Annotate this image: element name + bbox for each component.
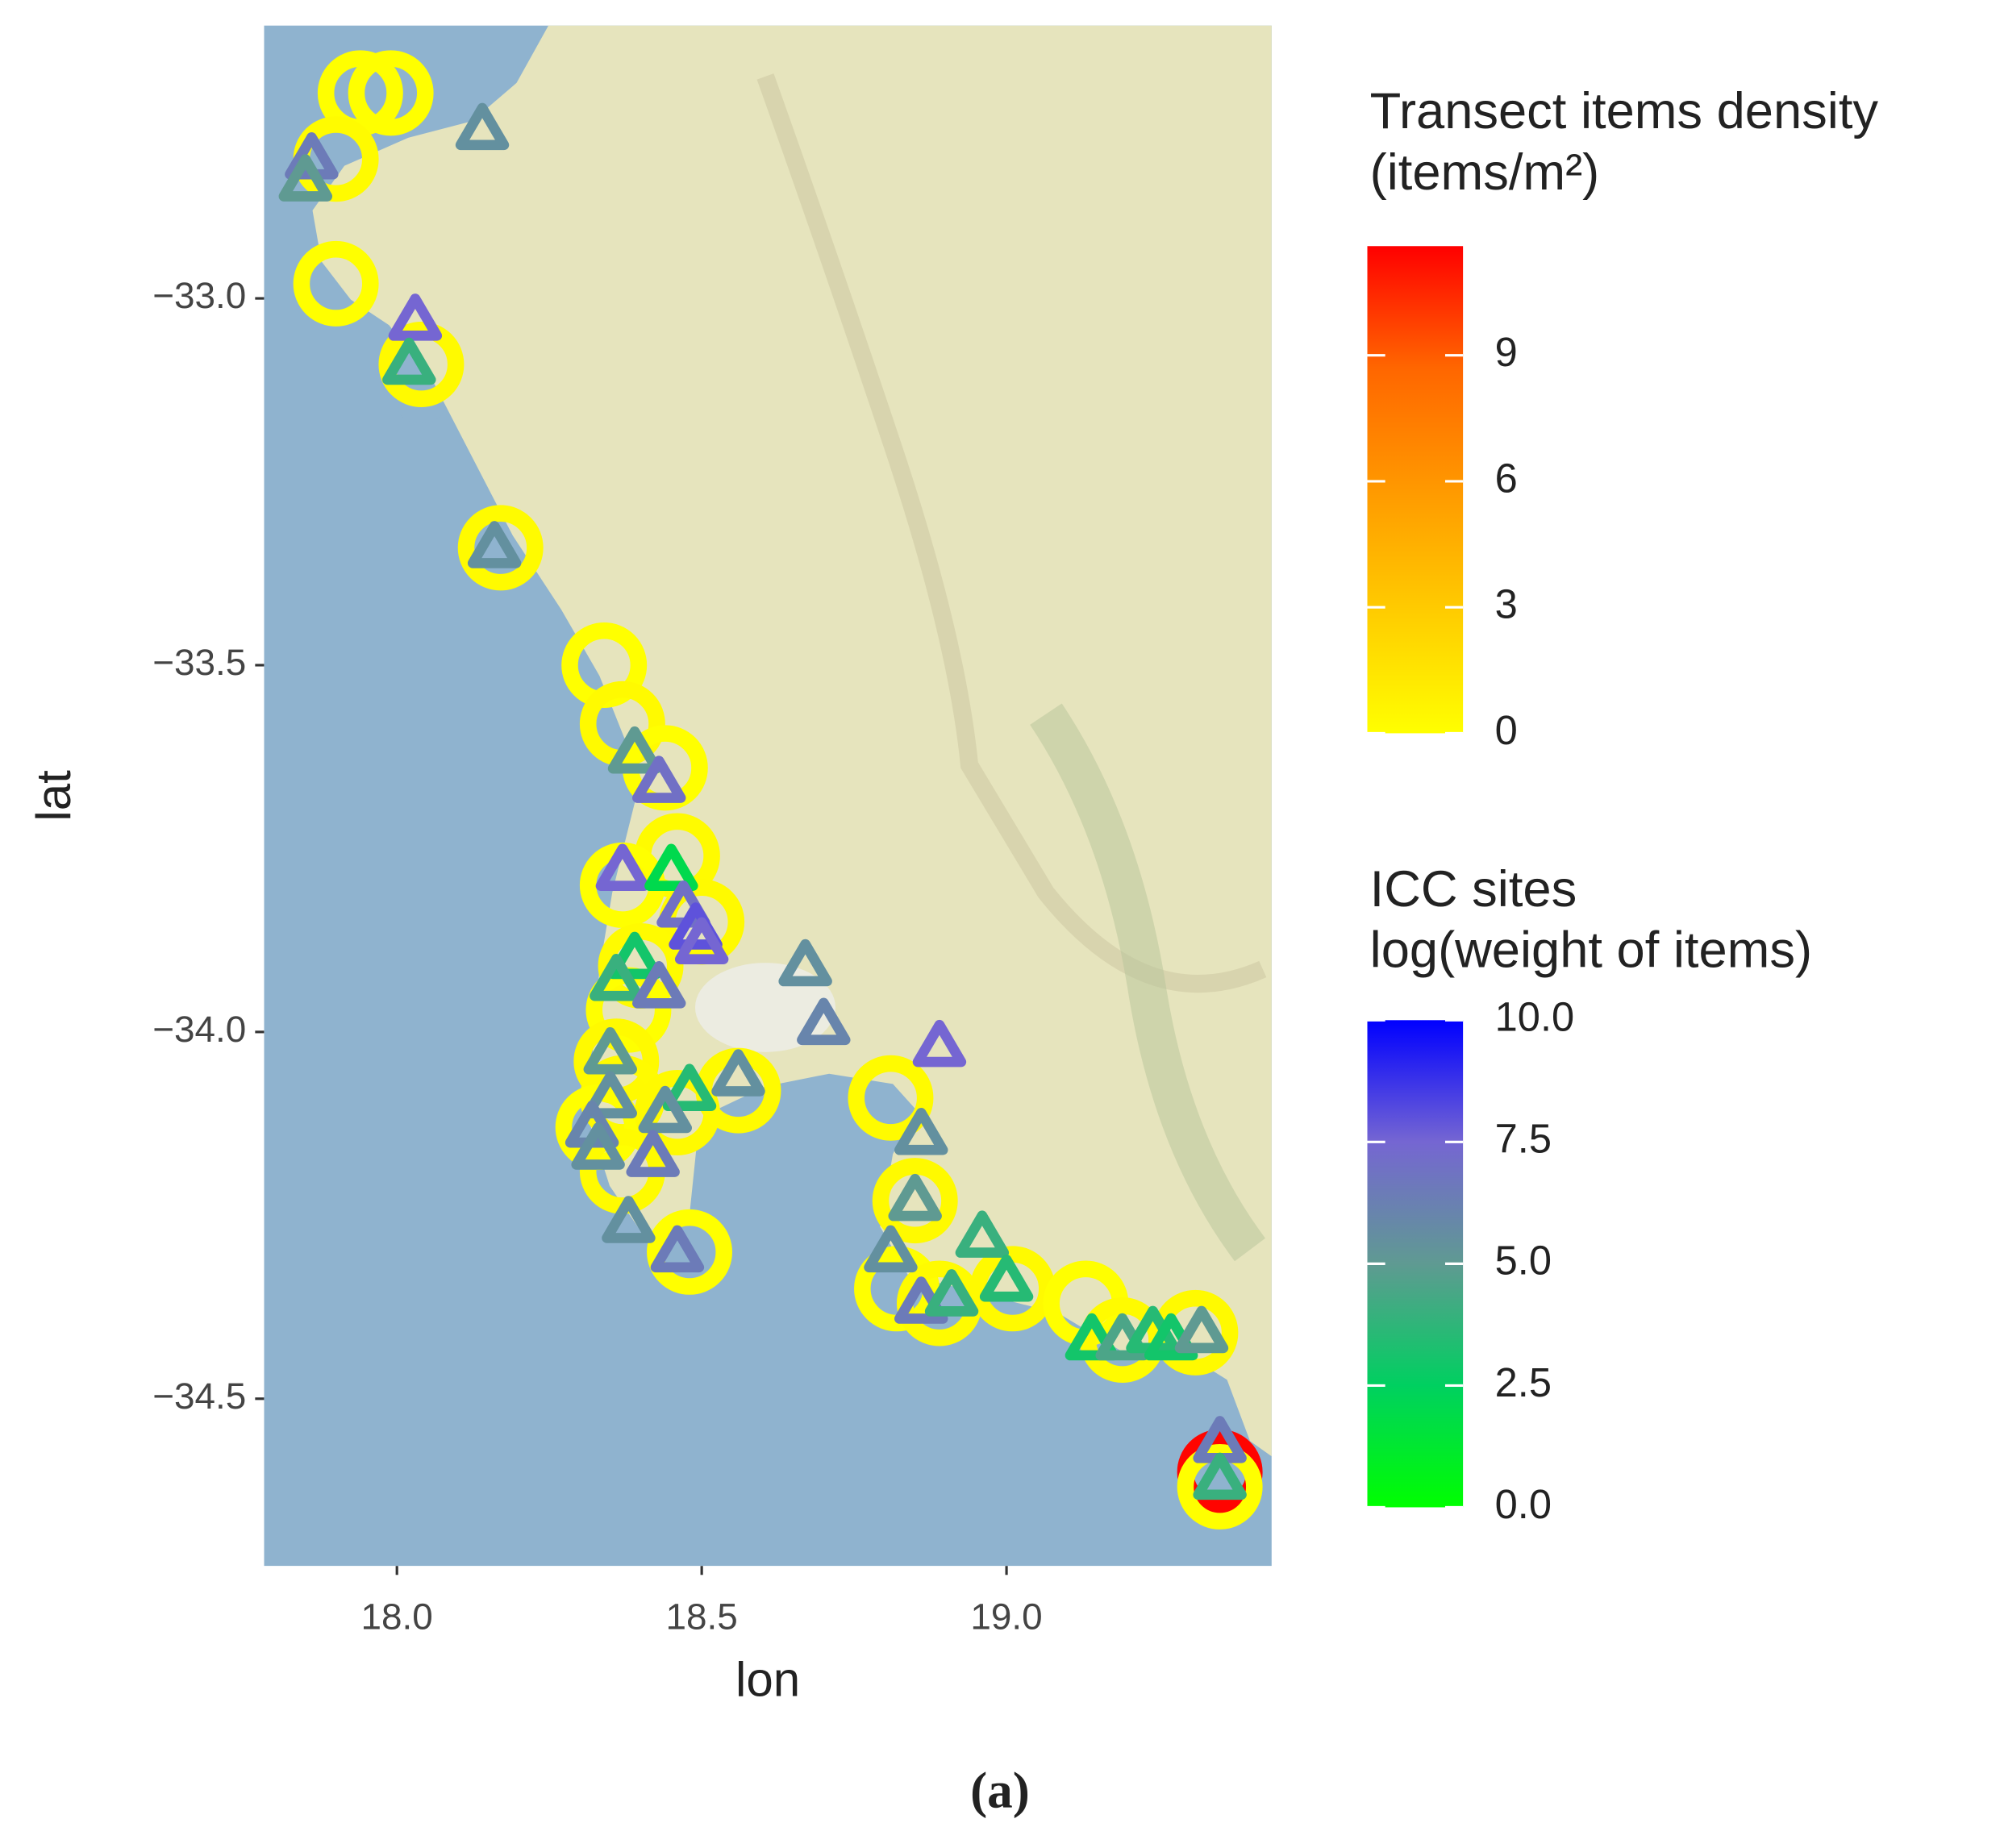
icc-triangle: [467, 521, 522, 568]
icc-triangle: [894, 1108, 948, 1155]
colorbar-label: 9: [1495, 329, 1518, 375]
icc-triangle: [278, 154, 333, 202]
transect-circle: [293, 240, 379, 327]
legend-title: (items/m²): [1370, 144, 1600, 201]
colorbar-label: 2.5: [1495, 1359, 1552, 1405]
icc-triangle: [650, 1225, 705, 1273]
icc-triangle: [602, 1196, 656, 1243]
icc-triangle: [979, 1254, 1034, 1302]
icc-triangle: [571, 1122, 625, 1170]
basemap: [264, 25, 1272, 1567]
icc-triangle: [924, 1269, 979, 1317]
colorbar-label: 5.0: [1495, 1238, 1552, 1284]
icc-triangle: [912, 1019, 967, 1068]
y-axis-title: lat: [27, 770, 81, 822]
y-tick-label: −33.5: [152, 641, 246, 683]
x-tick-label: 18.0: [361, 1596, 433, 1638]
colorbar-label: 0.0: [1495, 1481, 1552, 1527]
icc-triangle: [583, 1071, 637, 1119]
icc-triangle: [388, 293, 443, 341]
transect-circle: [854, 1246, 940, 1332]
icc-triangle: [711, 1049, 765, 1097]
icc-triangle: [955, 1210, 1010, 1258]
transect-circle: [348, 50, 434, 136]
triangle-layer: [278, 102, 1247, 1500]
icc-triangle: [632, 961, 686, 1009]
transect-circle: [872, 1158, 958, 1244]
caption: (a): [970, 1762, 1030, 1818]
icc-triangle: [583, 1026, 637, 1075]
icc-triangle: [595, 843, 650, 892]
transect-circle: [457, 505, 544, 591]
terrain: [1030, 703, 1265, 1262]
icc-triangle: [632, 755, 686, 803]
icc-triangle: [382, 337, 436, 385]
land: [312, 25, 1272, 1457]
icc-triangle: [607, 726, 662, 774]
x-axis-title: lon: [735, 1653, 800, 1707]
legend-title: ICC sites: [1370, 861, 1577, 918]
icc-triangle: [797, 997, 851, 1046]
icc-triangle: [455, 102, 510, 151]
transect-circle: [378, 321, 465, 407]
icc-triangle: [1174, 1305, 1229, 1354]
x-tick-label: 19.0: [970, 1596, 1042, 1638]
colorbar-label: 6: [1495, 455, 1518, 501]
y-tick-label: −34.0: [152, 1008, 246, 1050]
icc-triangle: [778, 939, 832, 987]
icc-triangle: [674, 917, 729, 965]
legend-title: log(weight of items): [1370, 922, 1812, 979]
icc-triangle: [662, 1063, 717, 1111]
icc-triangle: [888, 1173, 942, 1222]
icc-triangle: [864, 1225, 918, 1273]
colorbar-label: 10.0: [1495, 994, 1575, 1040]
y-tick-label: −33.0: [152, 274, 246, 316]
transect-circle: [1177, 1443, 1263, 1530]
icc-triangle: [1193, 1452, 1247, 1500]
transect-circle: [848, 1055, 934, 1141]
y-tick-label: −34.5: [152, 1375, 246, 1417]
transect-circle: [647, 1209, 733, 1295]
icc-triangle: [644, 843, 698, 892]
legend-title: Transect items density: [1370, 83, 1879, 139]
x-tick-label: 18.5: [666, 1596, 738, 1638]
colorbar-label: 0: [1495, 707, 1518, 753]
icc-triangle: [626, 1130, 680, 1177]
icc-triangle: [638, 1085, 692, 1134]
icc-triangle: [607, 931, 662, 980]
colorbar: [1367, 246, 1464, 734]
colorbar-label: 3: [1495, 581, 1518, 627]
colorbar-label: 7.5: [1495, 1116, 1552, 1162]
icc-triangle: [590, 953, 644, 1001]
icc-triangle: [1065, 1313, 1119, 1361]
